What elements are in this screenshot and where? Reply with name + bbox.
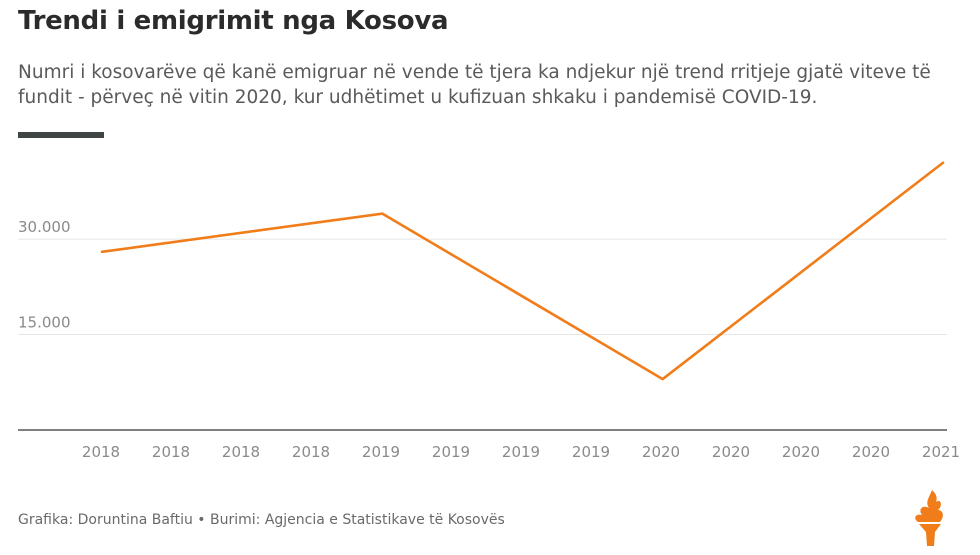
chart-title: Trendi i emigrimit nga Kosova — [18, 6, 449, 36]
y-tick-label: 15.000 — [18, 314, 71, 332]
torch-logo-icon — [915, 490, 943, 546]
y-tick-label: 30.000 — [18, 218, 71, 236]
gridlines — [18, 238, 947, 336]
series-layer — [100, 161, 945, 381]
title-accent-bar — [18, 132, 104, 138]
x-tick-label: 2019 — [502, 443, 540, 461]
x-tick-label: 2019 — [432, 443, 470, 461]
x-tick-label: 2020 — [712, 443, 750, 461]
x-tick-label: 2021 — [922, 443, 960, 461]
series-line — [100, 161, 945, 381]
source-credit: Grafika: Doruntina Baftiu • Burimi: Agje… — [18, 512, 505, 528]
x-tick-label: 2018 — [152, 443, 190, 461]
x-tick-label: 2020 — [852, 443, 890, 461]
x-tick-label: 2018 — [292, 443, 330, 461]
x-tick-label: 2018 — [222, 443, 260, 461]
x-tick-labels: 2018 2018 2018 2018 2019 2019 2019 2019 2020 2020… — [82, 443, 960, 461]
x-tick-label: 2019 — [572, 443, 610, 461]
x-tick-label: 2018 — [82, 443, 120, 461]
y-tick-labels: 15.000 30.000 — [18, 218, 71, 331]
x-tick-label: 2019 — [362, 443, 400, 461]
chart-subtitle: Numri i kosovarëve që kanë emigruar në v… — [18, 62, 931, 108]
x-tick-label: 2020 — [782, 443, 820, 461]
x-tick-label: 2020 — [642, 443, 680, 461]
